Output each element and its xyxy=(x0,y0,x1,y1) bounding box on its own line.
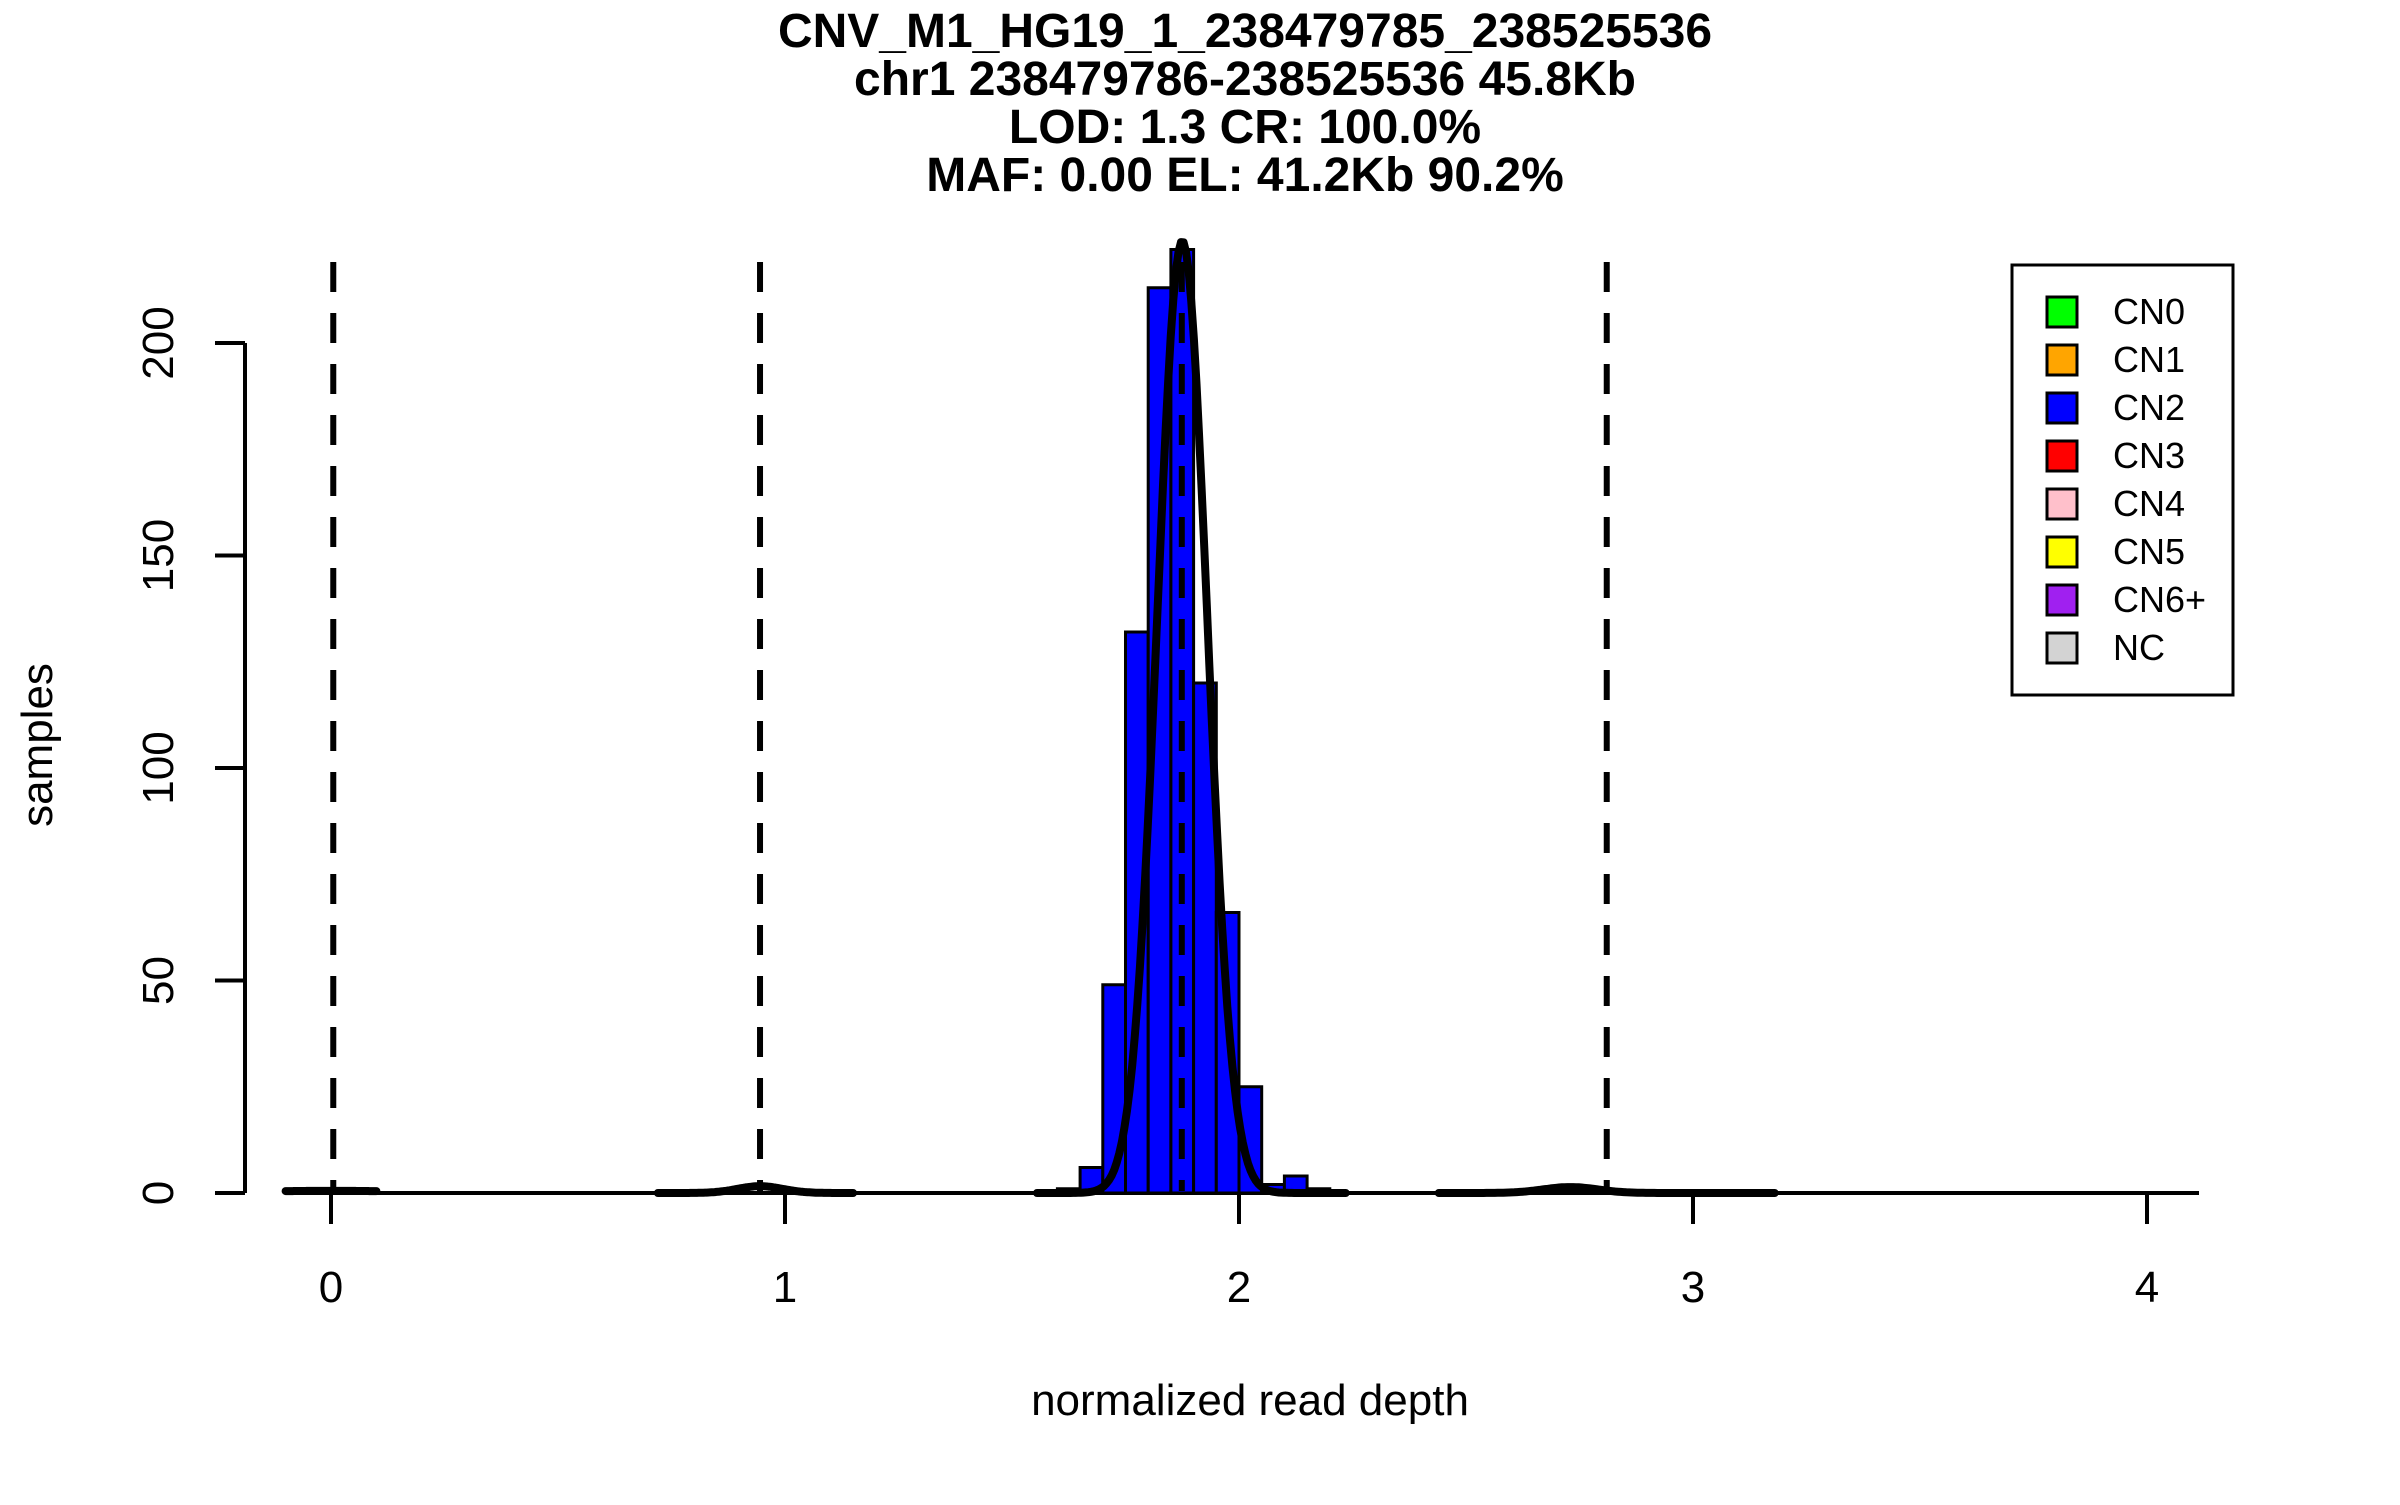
x-axis-title: normalized read depth xyxy=(1031,1376,1469,1425)
plot-title: CNV_M1_HG19_1_238479785_238525536 chr1 2… xyxy=(778,5,1712,202)
title-line-1: CNV_M1_HG19_1_238479785_238525536 xyxy=(778,5,1712,58)
y-tick-label-150: 150 xyxy=(134,519,183,592)
legend-label-cn6+: CN6+ xyxy=(2113,579,2206,620)
x-tick-label-3: 3 xyxy=(1681,1263,1705,1312)
y-tick-label-50: 50 xyxy=(134,956,183,1005)
y-tick-label-100: 100 xyxy=(134,731,183,804)
y-tick-label-0: 0 xyxy=(134,1181,183,1205)
legend-swatch-nc xyxy=(2047,633,2077,663)
x-tick-label-4: 4 xyxy=(2135,1263,2159,1312)
legend-swatch-cn3 xyxy=(2047,441,2077,471)
density-fit-curves xyxy=(286,242,1775,1193)
legend-swatch-cn1 xyxy=(2047,345,2077,375)
legend-label-nc: NC xyxy=(2113,627,2165,668)
legend-swatch-cn4 xyxy=(2047,489,2077,519)
copy-number-legend: CN0 CN1 CN2 CN3 CN4 CN5 CN6+ NC xyxy=(2012,265,2233,695)
title-line-4: MAF: 0.00 EL: 41.2Kb 90.2% xyxy=(926,149,1564,202)
legend-label-cn3: CN3 xyxy=(2113,435,2185,476)
x-tick-label-1: 1 xyxy=(773,1263,797,1312)
cluster-mean-lines xyxy=(333,262,1606,1191)
title-line-3: LOD: 1.3 CR: 100.0% xyxy=(1009,101,1481,154)
legend-label-cn0: CN0 xyxy=(2113,291,2185,332)
legend-swatch-cn6+ xyxy=(2047,585,2077,615)
x-tick-label-0: 0 xyxy=(319,1263,343,1312)
legend-label-cn2: CN2 xyxy=(2113,387,2185,428)
legend-swatch-cn5 xyxy=(2047,537,2077,567)
legend-swatch-cn0 xyxy=(2047,297,2077,327)
x-tick-label-2: 2 xyxy=(1227,1263,1251,1312)
legend-label-cn5: CN5 xyxy=(2113,531,2185,572)
legend-swatch-cn2 xyxy=(2047,393,2077,423)
y-tick-label-200: 200 xyxy=(134,306,183,379)
title-line-2: chr1 238479786-238525536 45.8Kb xyxy=(854,53,1636,106)
legend-label-cn1: CN1 xyxy=(2113,339,2185,380)
legend-label-cn4: CN4 xyxy=(2113,483,2185,524)
y-axis-title: samples xyxy=(13,663,62,827)
